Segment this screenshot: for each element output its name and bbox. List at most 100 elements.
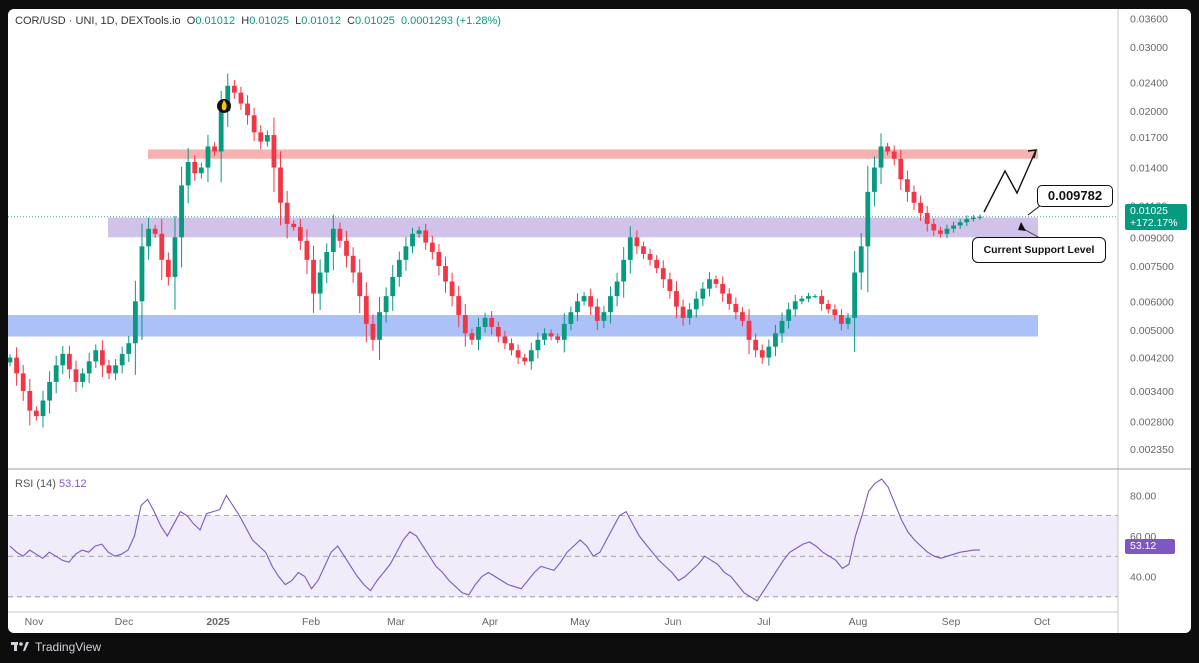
candle-body (245, 103, 250, 116)
candle-body (819, 296, 825, 304)
support-level-callout[interactable]: Current Support Level (972, 237, 1106, 263)
candle-body (812, 296, 818, 298)
open-value: 0.01012 (195, 15, 236, 27)
candle-body (8, 357, 13, 363)
candle-body (33, 410, 39, 417)
candle-body (594, 306, 600, 321)
candle-body (231, 85, 237, 93)
support-pointer-arrow (1018, 222, 1026, 231)
candle-body (363, 296, 369, 324)
time-tick-label: May (570, 616, 591, 628)
open-label: O (186, 15, 196, 27)
candle-body (416, 230, 422, 234)
candle-body (258, 132, 264, 142)
chart-canvas[interactable]: 0.03600 0.03000 0.02400 0.02000 0.01700 0.014… (8, 9, 1191, 633)
price-tick-label: 0.005000 (1130, 325, 1174, 337)
target-price-callout[interactable]: 0.009782 (1037, 185, 1113, 207)
price-tick-label: 0.004200 (1130, 353, 1174, 365)
close-value: 0.01025 (355, 15, 395, 27)
candle-body (489, 317, 495, 327)
candle-body (898, 158, 904, 180)
candle-body (456, 296, 462, 316)
candle-body (383, 296, 389, 313)
time-tick-label: Dec (115, 616, 134, 628)
price-tag-change: +172.17% (1130, 217, 1178, 229)
candle-body (614, 281, 620, 297)
candle-body (825, 303, 831, 310)
candle-body (27, 390, 33, 411)
candle-body (462, 315, 468, 334)
rsi-tag: 53.12 (1125, 539, 1175, 554)
zone-current-support (108, 217, 1038, 238)
rsi-legend: RSI (14) 53.12 (15, 478, 87, 490)
candle-body (212, 146, 217, 152)
candle-body (205, 146, 211, 168)
candle-body (753, 339, 759, 351)
candle-body (443, 266, 448, 282)
candle-body (654, 259, 660, 269)
candle-body (47, 381, 52, 401)
close-label: C (347, 15, 356, 27)
candle-body (403, 246, 409, 260)
candle-body (469, 333, 475, 340)
price-tick-label: 0.002350 (1130, 444, 1174, 456)
candle-body (621, 259, 627, 282)
target-connector (1027, 204, 1042, 216)
candle-body (601, 312, 607, 321)
candle-body (746, 320, 752, 340)
candle-body (20, 373, 26, 391)
candle-body (766, 346, 772, 358)
time-tick-label: Mar (387, 616, 406, 628)
candle-body (86, 361, 92, 374)
time-tick-label: Jul (757, 616, 770, 628)
candle-body (627, 237, 633, 260)
candle-body (330, 228, 336, 252)
price-tick-label: 0.009000 (1130, 232, 1174, 244)
price-tick-label: 0.007500 (1130, 261, 1174, 273)
candle-body (641, 246, 646, 254)
candle-body (568, 312, 574, 324)
candle-body (885, 146, 891, 152)
candle-body (832, 309, 838, 316)
rsi-tick-label: 80.00 (1130, 490, 1156, 502)
candle-body (284, 202, 290, 224)
candle-body (377, 312, 382, 340)
candle-body (113, 365, 118, 374)
flame-icon-glyph (221, 100, 227, 111)
rsi-tick-label: 40.00 (1130, 572, 1156, 584)
price-tick-label: 0.03000 (1130, 42, 1168, 54)
low-value: 0.01012 (301, 15, 341, 27)
candle-body (931, 223, 937, 231)
candle-body (660, 268, 666, 280)
candle-body (581, 296, 587, 302)
rsi-value: 53.12 (59, 478, 87, 490)
candle-body (872, 167, 877, 192)
time-tick-label: Aug (849, 616, 868, 628)
candle-body (971, 217, 976, 220)
high-value: 0.01025 (249, 15, 289, 27)
candle-body (264, 135, 270, 142)
candle-body (297, 227, 303, 241)
candle-body (449, 281, 455, 297)
candle-body (528, 350, 534, 362)
time-tick-label: Feb (302, 616, 320, 628)
axes: 0.03600 0.03000 0.02400 0.02000 0.01700 0.014… (8, 9, 1191, 633)
chart-window: 0.03600 0.03000 0.02400 0.02000 0.01700 0.014… (8, 9, 1191, 633)
footer: TradingView (11, 640, 101, 654)
candle-body (311, 259, 316, 294)
candle-body (845, 317, 851, 324)
candle-body (555, 336, 561, 340)
candle-body (839, 315, 844, 324)
candle-body (700, 288, 706, 299)
candle-body (476, 326, 481, 340)
candle-body (172, 237, 178, 277)
candle-body (396, 259, 402, 277)
chart-legend: COR/USD · UNI, 1D, DEXTools.io O0.01012 … (15, 15, 501, 27)
candle-body (693, 298, 699, 310)
candle-body (152, 228, 158, 234)
candle-body (548, 333, 554, 337)
candle-body (73, 369, 79, 382)
candle-body (674, 291, 679, 307)
candle-body (482, 317, 488, 327)
candle-body (733, 303, 739, 313)
